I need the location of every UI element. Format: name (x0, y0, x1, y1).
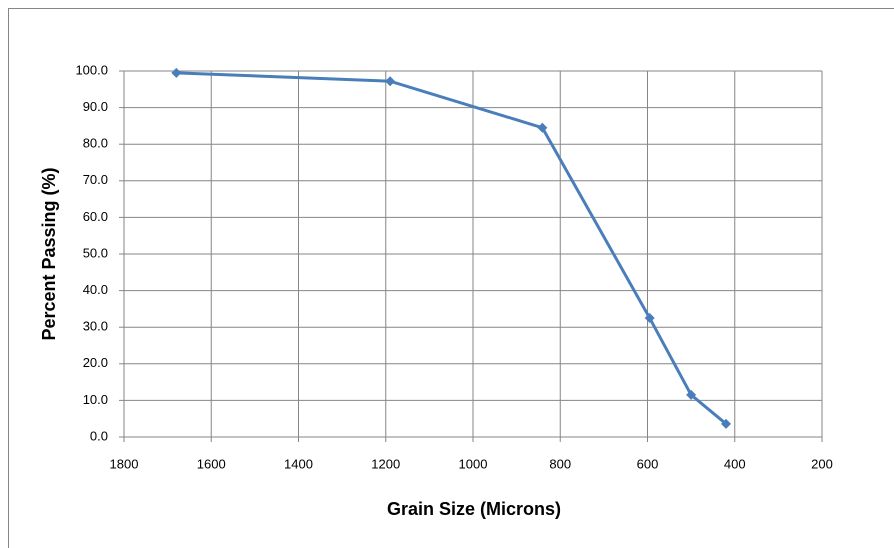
data-point (644, 313, 655, 324)
data-point (385, 76, 396, 87)
y-axis-label: Percent Passing (%) (39, 167, 59, 340)
y-tick-label: 10.0 (83, 392, 108, 407)
x-tick-label: 1000 (459, 456, 488, 471)
x-tick-label: 1600 (197, 456, 226, 471)
data-point (721, 418, 732, 429)
y-tick-label: 50.0 (83, 245, 108, 260)
y-tick-label: 20.0 (83, 355, 108, 370)
y-tick-label: 40.0 (83, 282, 108, 297)
x-tick-label: 1200 (371, 456, 400, 471)
y-tick-label: 70.0 (83, 172, 108, 187)
x-tick-label: 200 (811, 456, 833, 471)
data-point (537, 122, 548, 133)
y-tick-label: 30.0 (83, 319, 108, 334)
x-tick-label: 600 (637, 456, 659, 471)
y-tick-label: 60.0 (83, 209, 108, 224)
data-line (176, 71, 727, 425)
y-tick-label: 0.0 (90, 428, 108, 443)
x-tick-label: 800 (549, 456, 571, 471)
y-tick-label: 80.0 (83, 136, 108, 151)
x-axis-label: Grain Size (Microns) (387, 499, 561, 519)
y-tick-label: 90.0 (83, 99, 108, 114)
chart-frame (8, 8, 894, 548)
y-tick-label: 100.0 (75, 62, 108, 77)
data-point (171, 67, 182, 78)
x-tick-label: 1400 (284, 456, 313, 471)
x-tick-label: 400 (724, 456, 746, 471)
x-tick-label: 1800 (110, 456, 139, 471)
data-point (686, 389, 697, 400)
